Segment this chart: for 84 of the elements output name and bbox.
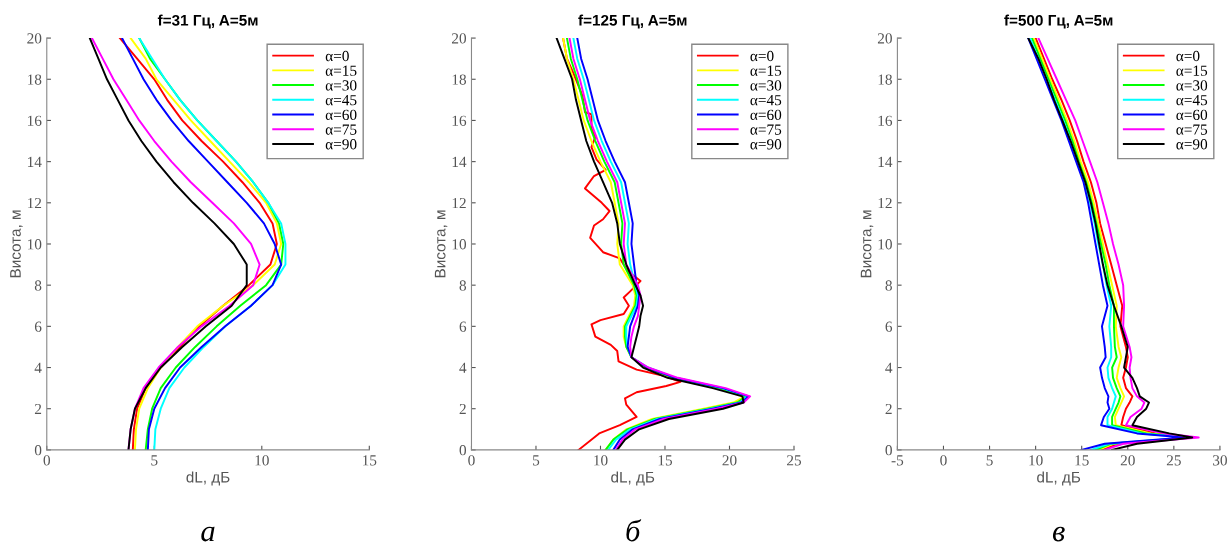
y-tick-label: 0	[885, 445, 892, 456]
x-tick-label: 15	[658, 455, 673, 466]
y-tick-label: 4	[885, 362, 893, 373]
legend-label: α=15	[1176, 65, 1208, 76]
legend-label: α=30	[750, 80, 782, 91]
x-tick-label: 5	[986, 455, 993, 466]
y-tick-label: 6	[885, 321, 893, 332]
x-tick-label: 0	[468, 455, 475, 466]
x-tick-label: 0	[940, 455, 947, 466]
y-tick-label: 20	[27, 33, 42, 44]
y-axis-title: Висота, м	[860, 210, 874, 278]
y-axis-title: Висота, м	[434, 210, 448, 278]
y-tick-label: 8	[459, 280, 467, 291]
chart-title: f=125 Гц, A=5м	[578, 14, 687, 29]
y-tick-label: 14	[452, 156, 467, 167]
y-tick-label: 0	[459, 445, 467, 456]
y-tick-label: 2	[459, 403, 466, 415]
y-tick-label: 10	[452, 239, 467, 250]
y-tick-label: 14	[27, 156, 42, 167]
legend-label: α=0	[750, 50, 774, 62]
y-tick-label: 0	[34, 445, 42, 456]
legend-label: α=60	[325, 109, 357, 120]
y-tick-label: 20	[877, 33, 892, 44]
legend-label: α=90	[325, 139, 357, 150]
y-tick-label: 20	[452, 33, 467, 44]
x-tick-label: 5	[533, 455, 540, 466]
y-tick-label: 2	[34, 403, 42, 415]
text: б	[626, 519, 642, 542]
chart-title: f=500 Гц, A=5м	[1004, 14, 1113, 29]
y-tick-label: 2	[885, 403, 892, 415]
x-tick-label: 10	[594, 455, 608, 466]
legend-label: α=30	[325, 80, 357, 91]
x-tick-label: 5	[151, 455, 158, 466]
y-tick-label: 8	[34, 280, 42, 291]
legend-label: α=0	[1176, 50, 1200, 62]
y-tick-label: 4	[34, 362, 42, 373]
y-tick-label: 18	[452, 74, 467, 85]
x-tick-label: -5	[891, 455, 904, 466]
legend-label: α=75	[325, 124, 357, 135]
legend-label: α=75	[1176, 124, 1208, 135]
y-tick-label: 14	[878, 156, 893, 167]
y-tick-label: 16	[27, 115, 42, 126]
y-tick-label: 12	[27, 197, 42, 209]
x-tick-label: 15	[363, 455, 377, 466]
legend-label: α=75	[750, 124, 782, 135]
x-axis-title: dL, дБ	[186, 471, 230, 486]
x-tick-label: 20	[722, 455, 737, 466]
y-tick-label: 12	[452, 197, 466, 209]
x-tick-label: 10	[255, 455, 269, 466]
legend-label: α=45	[325, 95, 357, 106]
legend-label: α=60	[750, 109, 782, 120]
x-tick-label: 10	[1029, 455, 1043, 466]
legend-label: α=45	[750, 95, 782, 106]
x-axis-title: dL, дБ	[1037, 471, 1081, 486]
chart-title: f=31 Гц, A=5м	[157, 14, 258, 29]
y-tick-label: 4	[459, 362, 467, 373]
x-tick-label: 15	[1075, 455, 1089, 466]
y-tick-label: 18	[878, 74, 892, 85]
y-tick-label: 16	[452, 115, 467, 126]
y-axis-title: Висота, м	[10, 210, 23, 278]
legend-label: α=0	[325, 50, 349, 62]
legend-label: α=60	[1176, 109, 1208, 120]
y-tick-label: 16	[878, 115, 893, 126]
y-tick-label: 8	[885, 280, 892, 291]
x-tick-label: 0	[43, 455, 51, 466]
legend-label: α=30	[1176, 80, 1208, 91]
x-tick-label: 25	[787, 455, 802, 466]
legend-label: α=45	[1176, 95, 1208, 106]
y-tick-label: 6	[34, 321, 42, 332]
x-tick-label: 30	[1213, 455, 1227, 466]
x-axis-title: dL, дБ	[611, 471, 655, 486]
y-tick-label: 6	[459, 321, 467, 332]
legend-label: α=15	[325, 65, 357, 76]
x-tick-label: 20	[1120, 455, 1135, 466]
legend-label: α=15	[750, 65, 782, 76]
y-tick-label: 10	[27, 239, 42, 250]
y-tick-label: 18	[27, 74, 42, 85]
text: в	[1052, 526, 1065, 542]
legend-label: α=90	[1176, 139, 1208, 150]
text: а	[201, 526, 215, 542]
x-tick-label: 25	[1166, 455, 1181, 466]
y-tick-label: 10	[878, 239, 892, 250]
y-tick-label: 12	[878, 197, 892, 209]
legend-label: α=90	[750, 139, 782, 150]
